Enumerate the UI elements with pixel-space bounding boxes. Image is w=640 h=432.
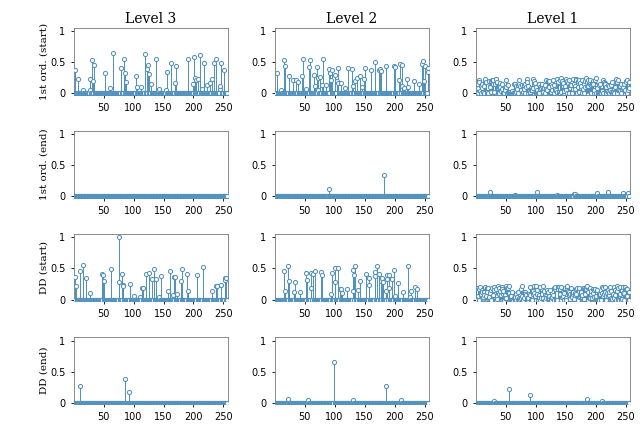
Y-axis label: 1st ord. (start): 1st ord. (start)	[40, 23, 49, 100]
Y-axis label: DD (end): DD (end)	[40, 347, 49, 394]
Title: Level 3: Level 3	[125, 12, 177, 25]
Y-axis label: 1st ord. (end): 1st ord. (end)	[40, 129, 49, 200]
Y-axis label: DD (start): DD (start)	[40, 241, 49, 294]
Title: Level 2: Level 2	[326, 12, 378, 25]
Title: Level 1: Level 1	[527, 12, 579, 25]
